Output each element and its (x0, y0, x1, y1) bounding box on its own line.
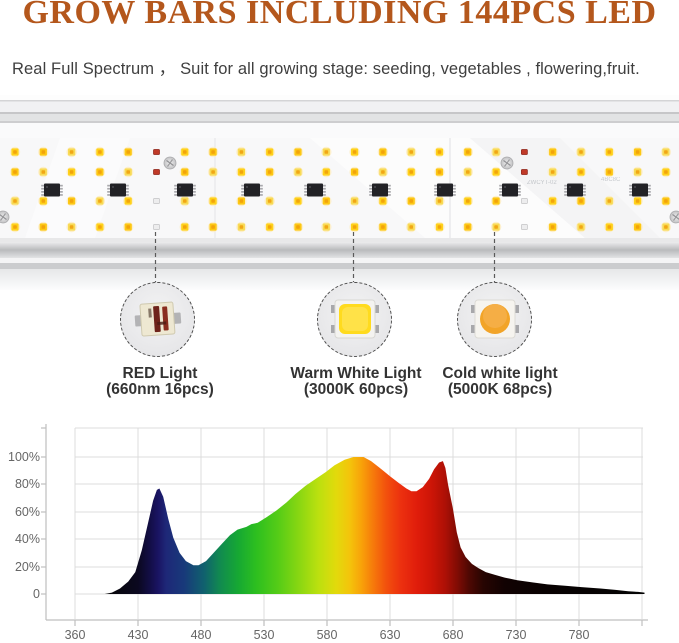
x-tick-label: 730 (506, 628, 527, 642)
callout-red-led (120, 282, 195, 357)
screw-icon (669, 210, 679, 224)
callout-title: Warm White Light (290, 365, 422, 382)
x-tick-label: 530 (254, 628, 275, 642)
bar-top-edge (0, 95, 679, 101)
y-tick-label: 40% (15, 532, 40, 546)
spectrum-area (104, 457, 645, 594)
y-tick-label: 0 (33, 587, 40, 601)
x-tick-label: 630 (380, 628, 401, 642)
chart-axes (41, 424, 648, 626)
x-tick-label: 360 (65, 628, 86, 642)
x-tick-label: 480 (191, 628, 212, 642)
y-tick-label: 80% (15, 477, 40, 491)
y-tick-label: 60% (15, 505, 40, 519)
callout-subtitle: (5000K 68pcs) (447, 381, 553, 398)
callout-subtitle: (3000K 60pcs) (303, 381, 409, 398)
pcb-marking: 4BC8C (601, 177, 621, 183)
screw-icon (500, 156, 514, 170)
callout-label-cold: Cold white light (5000K 68pcs) (410, 366, 590, 398)
callout-warm-white-led (317, 282, 392, 357)
page-title: GROW BARS INCLUDING 144PCS LED (22, 0, 657, 31)
spectrum-chart: 100% 80% 60% 40% 20% 0 360 430 480 530 5… (8, 424, 648, 642)
x-tick-label: 780 (569, 628, 590, 642)
red-led-chip-graphic (134, 301, 181, 337)
led-grid (9, 146, 672, 233)
screw-icon (0, 210, 10, 224)
x-tick-label: 430 (128, 628, 149, 642)
x-tick-label: 680 (443, 628, 464, 642)
callout-label-warm: Warm White Light (3000K 60pcs) (266, 366, 446, 398)
warm-white-led-chip-graphic (330, 299, 379, 338)
y-tick-label: 100% (8, 450, 40, 464)
callout-title: Cold white light (442, 365, 558, 382)
page-subtitle: Real Full Spectrum ， Suit for all growin… (12, 60, 640, 78)
y-tick-label: 20% (15, 560, 40, 574)
pcb-marking: ZWCYT-02 (527, 180, 557, 186)
x-tick-label: 580 (317, 628, 338, 642)
callout-label-red: RED Light (660nm 16pcs) (70, 366, 250, 398)
screw-icon (163, 156, 177, 170)
driver-chips (41, 183, 651, 197)
led-bar-image: ZWCYT-02 4BC8C (0, 95, 679, 290)
callout-subtitle: (660nm 16pcs) (106, 381, 214, 398)
cold-white-led-chip-graphic (470, 299, 519, 338)
callout-title: RED Light (122, 365, 198, 382)
callout-cold-white-led (457, 282, 532, 357)
